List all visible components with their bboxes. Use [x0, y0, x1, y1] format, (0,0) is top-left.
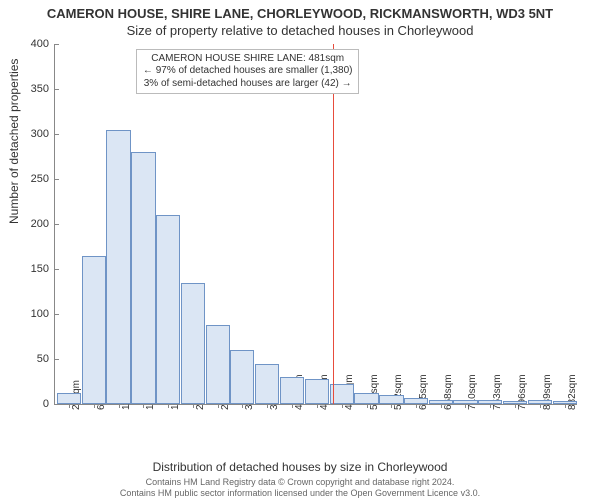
- x-tick-label: 710sqm: [467, 374, 478, 410]
- histogram-bar: [429, 400, 453, 405]
- y-tick: 150: [9, 263, 55, 275]
- histogram-bar: [354, 393, 378, 404]
- y-tick: 50: [9, 353, 55, 365]
- y-tick: 100: [9, 308, 55, 320]
- histogram-bar: [404, 398, 428, 404]
- x-tick-mark: [292, 404, 293, 408]
- x-tick-mark: [119, 404, 120, 408]
- x-tick-mark: [342, 404, 343, 408]
- x-tick-mark: [515, 404, 516, 408]
- plot-area: 05010015020025030035040024sqm67sqm110sqm…: [54, 44, 577, 405]
- footer-line-1: Contains HM Land Registry data © Crown c…: [0, 477, 600, 487]
- footer-line-2: Contains HM public sector information li…: [0, 488, 600, 498]
- histogram-bar: [57, 393, 81, 404]
- histogram-bar: [131, 152, 155, 404]
- x-tick-mark: [94, 404, 95, 408]
- annotation-line-2: ← 97% of detached houses are smaller (1,…: [143, 65, 353, 78]
- chart-subtitle: Size of property relative to detached ho…: [0, 21, 600, 38]
- chart-supertitle: CAMERON HOUSE, SHIRE LANE, CHORLEYWOOD, …: [0, 0, 600, 21]
- histogram-bar: [453, 400, 477, 404]
- x-tick-mark: [193, 404, 194, 408]
- histogram-bar: [528, 400, 552, 405]
- x-tick-label: 582sqm: [393, 374, 404, 410]
- annotation-line-1: CAMERON HOUSE SHIRE LANE: 481sqm: [143, 53, 353, 66]
- histogram-bar: [255, 364, 279, 405]
- y-tick: 250: [9, 173, 55, 185]
- x-tick-label: 625sqm: [418, 374, 429, 410]
- y-tick: 0: [9, 398, 55, 410]
- histogram-bar: [280, 377, 304, 404]
- annotation-box: CAMERON HOUSE SHIRE LANE: 481sqm← 97% of…: [136, 49, 360, 95]
- x-tick-mark: [267, 404, 268, 408]
- x-axis-label: Distribution of detached houses by size …: [0, 460, 600, 474]
- y-tick: 350: [9, 83, 55, 95]
- histogram-bar: [379, 395, 403, 404]
- histogram-bar: [181, 283, 205, 405]
- histogram-bar: [503, 401, 527, 404]
- histogram-bar: [305, 379, 329, 404]
- y-tick: 300: [9, 128, 55, 140]
- x-tick-label: 668sqm: [443, 374, 454, 410]
- chart-footer: Contains HM Land Registry data © Crown c…: [0, 477, 600, 498]
- reference-line: [333, 44, 334, 404]
- x-tick-mark: [317, 404, 318, 408]
- x-tick-label: 796sqm: [517, 374, 528, 410]
- histogram-bar: [478, 400, 502, 404]
- annotation-line-3: 3% of semi-detached houses are larger (4…: [143, 78, 353, 91]
- histogram-bar: [156, 215, 180, 404]
- histogram-bar: [553, 401, 577, 404]
- x-tick-mark: [69, 404, 70, 408]
- x-tick-mark: [540, 404, 541, 408]
- histogram-bar: [230, 350, 254, 404]
- x-tick-mark: [565, 404, 566, 408]
- x-tick-mark: [218, 404, 219, 408]
- x-tick-mark: [367, 404, 368, 408]
- x-tick-label: 839sqm: [542, 374, 553, 410]
- x-tick-label: 539sqm: [369, 374, 380, 410]
- x-tick-mark: [441, 404, 442, 408]
- histogram-bar: [206, 325, 230, 404]
- histogram-bar: [106, 130, 130, 405]
- y-tick: 200: [9, 218, 55, 230]
- x-tick-label: 882sqm: [567, 374, 578, 410]
- y-tick: 400: [9, 38, 55, 50]
- x-tick-label: 753sqm: [492, 374, 503, 410]
- histogram-bar: [82, 256, 106, 405]
